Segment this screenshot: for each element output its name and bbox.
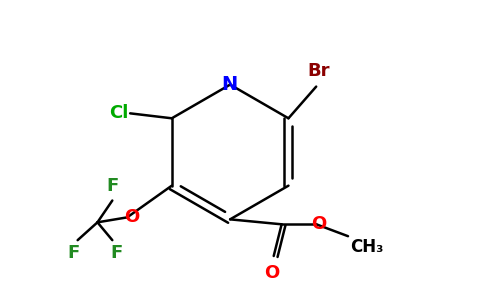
Text: N: N bbox=[221, 75, 237, 94]
Text: O: O bbox=[264, 264, 279, 282]
Text: Cl: Cl bbox=[109, 104, 128, 122]
Text: O: O bbox=[124, 208, 140, 226]
Text: O: O bbox=[311, 215, 326, 233]
Text: F: F bbox=[68, 244, 80, 262]
Text: F: F bbox=[106, 177, 119, 195]
Text: F: F bbox=[110, 244, 122, 262]
Text: CH₃: CH₃ bbox=[350, 238, 383, 256]
Text: Br: Br bbox=[307, 62, 330, 80]
